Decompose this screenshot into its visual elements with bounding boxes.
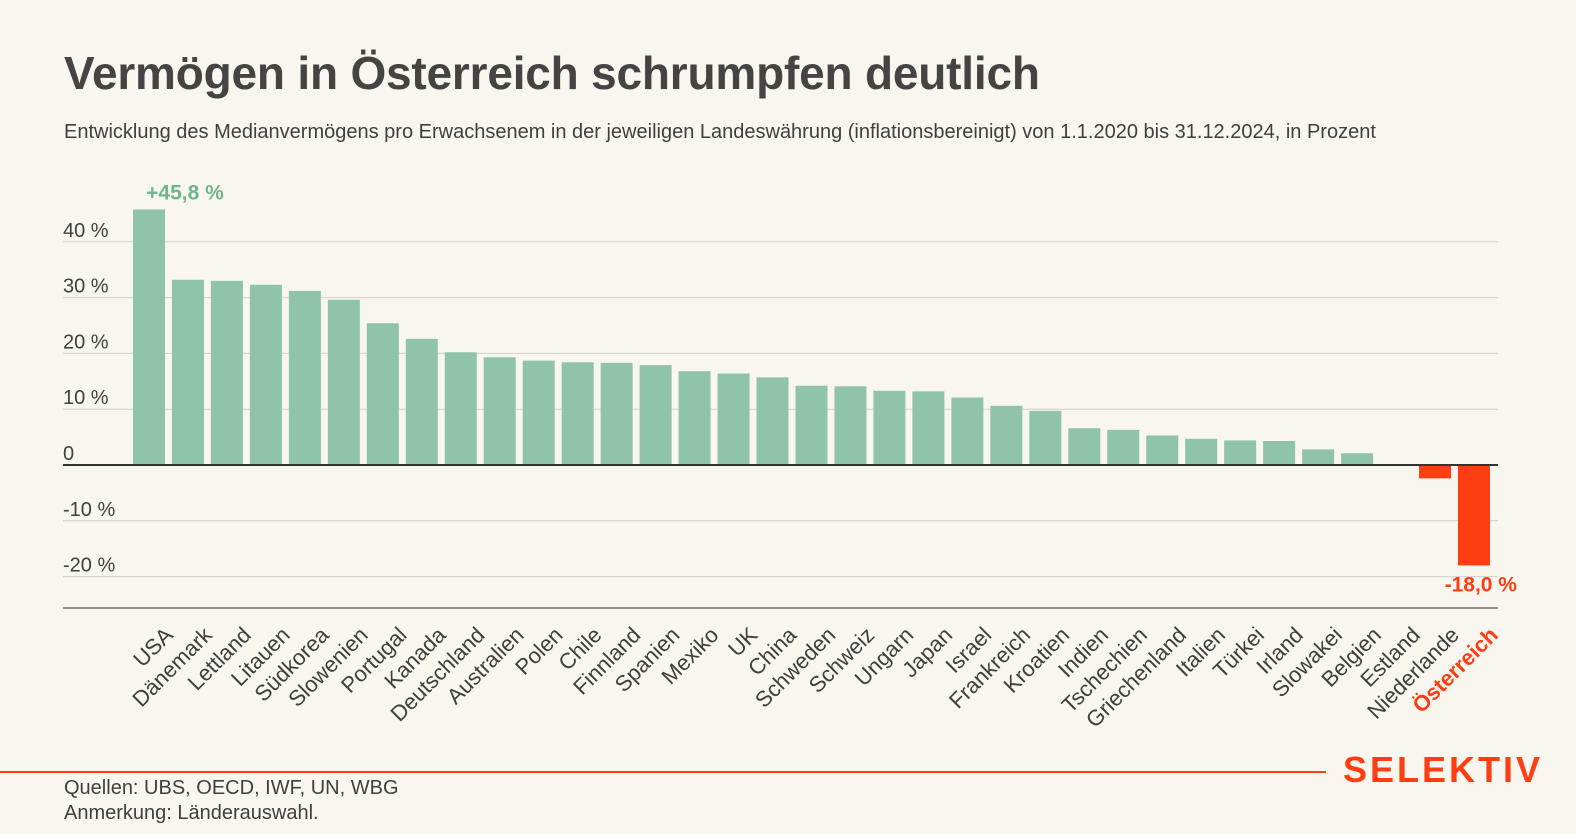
footnote: Anmerkung: Länderauswahl. bbox=[64, 802, 319, 824]
bar bbox=[1341, 453, 1374, 465]
data-labels: +45,8 % -18,0 % bbox=[146, 181, 1517, 596]
chart-title: Vermögen in Österreich schrumpfen deutli… bbox=[64, 47, 1040, 99]
bar bbox=[912, 391, 945, 465]
bar bbox=[600, 362, 633, 465]
bar bbox=[1029, 410, 1062, 465]
x-axis-ticks: USADänemarkLettlandLitauenSüdkoreaSlowen… bbox=[127, 621, 1502, 732]
bar bbox=[1185, 438, 1218, 465]
bar bbox=[483, 357, 516, 465]
y-tick-label: -20 % bbox=[63, 555, 115, 577]
bar bbox=[249, 284, 282, 465]
bar bbox=[990, 405, 1023, 465]
bar bbox=[1107, 429, 1140, 465]
bar bbox=[327, 299, 360, 465]
bar bbox=[834, 386, 867, 465]
bar-chart: 40 % 30 % 20 % 10 % 0 -10 % -20 % USADänemarkL… bbox=[63, 181, 1517, 732]
y-tick-label: 40 % bbox=[63, 220, 109, 242]
bar bbox=[1224, 440, 1257, 465]
y-tick-label: 30 % bbox=[63, 276, 109, 298]
bar bbox=[1068, 428, 1101, 465]
bar bbox=[444, 352, 477, 465]
bar bbox=[1263, 441, 1296, 465]
bar bbox=[1146, 435, 1179, 465]
footer-divider bbox=[0, 771, 1326, 773]
bar bbox=[522, 360, 555, 465]
bar bbox=[288, 290, 321, 465]
bar bbox=[795, 385, 828, 465]
bar bbox=[951, 397, 984, 465]
y-tick-label: 10 % bbox=[63, 387, 109, 409]
bar bbox=[1302, 449, 1335, 465]
bar bbox=[639, 365, 672, 465]
bar bbox=[171, 279, 204, 465]
brand-logo: SELEKTIV bbox=[1343, 749, 1544, 790]
bar bbox=[717, 373, 750, 465]
data-label: -18,0 % bbox=[1445, 573, 1518, 596]
bar-layer bbox=[63, 209, 1498, 566]
grid-layer bbox=[63, 241, 1498, 609]
y-tick-label: 20 % bbox=[63, 331, 109, 353]
y-axis-ticks: 40 % 30 % 20 % 10 % 0 -10 % -20 % bbox=[63, 220, 115, 577]
bar bbox=[405, 338, 438, 465]
bar bbox=[1419, 465, 1452, 479]
bar bbox=[366, 323, 399, 465]
bar bbox=[561, 362, 594, 465]
chart-subtitle: Entwicklung des Medianvermögens pro Erwa… bbox=[64, 121, 1376, 143]
bar bbox=[133, 209, 165, 465]
bar bbox=[210, 280, 243, 465]
y-tick-label: -10 % bbox=[63, 499, 115, 521]
bar bbox=[873, 390, 906, 465]
bar bbox=[1457, 465, 1490, 566]
bar bbox=[678, 371, 711, 465]
y-tick-label: 0 bbox=[63, 443, 74, 465]
bar bbox=[756, 377, 789, 465]
data-label: +45,8 % bbox=[146, 181, 224, 204]
source-note: Quellen: UBS, OECD, IWF, UN, WBG bbox=[64, 777, 399, 799]
